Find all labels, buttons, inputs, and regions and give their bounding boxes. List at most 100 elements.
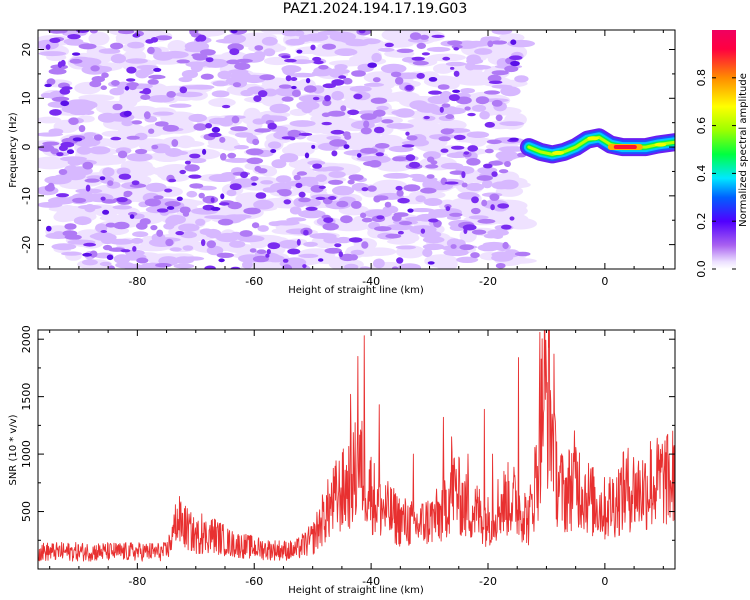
heatmap-cell (361, 187, 369, 192)
heatmap-cell (475, 96, 490, 105)
heatmap-cell (266, 255, 285, 263)
heatmap-cell (46, 78, 56, 86)
heatmap-cell (260, 94, 285, 107)
heatmap-cell (375, 143, 390, 149)
heatmap-cell (318, 185, 326, 189)
heatmap-cell (376, 105, 389, 111)
heatmap-cell (190, 62, 203, 73)
heatmap-cell (324, 247, 342, 254)
heatmap-cell (261, 36, 278, 46)
heatmap-cell (312, 96, 320, 101)
signal-trace (519, 128, 675, 164)
heatmap-cell (323, 217, 334, 224)
heatmap-cell (456, 256, 479, 263)
heatmap-cell (386, 123, 414, 129)
heatmap-cell (376, 215, 385, 220)
heatmap-cells (38, 30, 537, 269)
heatmap-panel: -80 -60 -40 -20 0 -20 -10 0 10 20 Height of strai… (8, 29, 676, 296)
heatmap-cell (161, 50, 189, 59)
heatmap-cell (101, 72, 109, 78)
heatmap-cell (252, 138, 260, 146)
heatmap-cell (448, 94, 460, 102)
heatmap-cell (78, 125, 86, 133)
heatmap-cell (374, 226, 392, 232)
heatmap-cell (205, 228, 222, 239)
heatmap-cell (293, 174, 301, 181)
heatmap-cell (113, 221, 130, 230)
heatmap-cell (406, 135, 418, 141)
heatmap-cell (118, 173, 132, 180)
heatmap-cell (364, 209, 392, 218)
heatmap-cell (76, 146, 92, 155)
heatmap-cell (278, 84, 292, 89)
heatmap-cell (509, 137, 519, 141)
heatmap-cell (208, 132, 222, 138)
heatmap-cell (439, 106, 444, 113)
heatmap-cell (147, 79, 159, 85)
heatmap-cell (465, 182, 485, 192)
heatmap-cell (148, 74, 166, 80)
heatmap-cell (334, 187, 346, 195)
heatmap-cell (108, 265, 115, 269)
heatmap-cell (421, 52, 430, 56)
heatmap-cell (227, 152, 237, 159)
signal-hotspot (552, 150, 565, 155)
heatmap-cell (212, 80, 229, 87)
snr-y-axis-label: SNR (10 * v/v) (8, 414, 19, 485)
heatmap-cell (202, 195, 219, 204)
heatmap-cell (395, 245, 416, 250)
heatmap-cell (412, 60, 429, 66)
heatmap-cell (207, 142, 240, 149)
heatmap-cell (460, 88, 475, 94)
heatmap-cell (243, 107, 261, 121)
heatmap-cell (445, 114, 455, 120)
heatmap-cell (44, 83, 52, 88)
heatmap-cell (491, 70, 509, 76)
heatmap-cell (340, 215, 353, 224)
heatmap-cell (310, 249, 328, 261)
heatmap-cell (328, 179, 344, 185)
heatmap-cell (217, 70, 232, 80)
heatmap-cell (267, 242, 281, 250)
signal-band (527, 135, 675, 156)
colorbar-tick-label: 0.2 (695, 212, 708, 230)
heatmap-cell (384, 201, 392, 208)
heatmap-cell (202, 148, 207, 155)
snr-x-axis-label: Height of straight line (km) (288, 585, 424, 596)
heatmap-cell (48, 30, 66, 34)
heatmap-cell (298, 132, 313, 136)
heatmap-cell (131, 120, 143, 125)
heatmap-cell (182, 245, 194, 251)
heatmap-cell (166, 206, 175, 210)
y-tick-label: 10 (20, 91, 33, 105)
heatmap-cell (303, 229, 309, 236)
heatmap-cell (295, 182, 303, 189)
heatmap-cell (361, 241, 369, 249)
heatmap-cell (136, 257, 149, 264)
heatmap-cell (100, 230, 108, 233)
heatmap-cell (129, 214, 135, 219)
heatmap-cell (56, 215, 76, 222)
heatmap-cell (298, 253, 319, 258)
heatmap-cell (211, 90, 230, 98)
heatmap-cell (153, 67, 162, 72)
heatmap-cell (452, 89, 461, 94)
colorbar-ticks: 0.0 0.2 0.4 0.6 0.8 (695, 69, 736, 278)
heatmap-cell (383, 172, 411, 179)
heatmap-cell (470, 252, 480, 259)
heatmap-cell (60, 100, 70, 107)
heatmap-cell (289, 136, 296, 141)
heatmap-cell (82, 161, 94, 170)
heatmap-cell (403, 184, 421, 192)
colorbar-tick-label: 0.4 (695, 165, 708, 183)
heatmap-cell (78, 94, 115, 102)
heatmap-cell (488, 160, 503, 166)
heatmap-cell (81, 259, 98, 266)
heatmap-cell (498, 146, 526, 153)
heatmap-cell (471, 196, 479, 204)
heatmap-cell (120, 249, 131, 253)
heatmap-cell (289, 120, 316, 127)
heatmap-cell (173, 263, 195, 269)
heatmap-cell (82, 252, 92, 257)
heatmap-cell (156, 208, 169, 213)
